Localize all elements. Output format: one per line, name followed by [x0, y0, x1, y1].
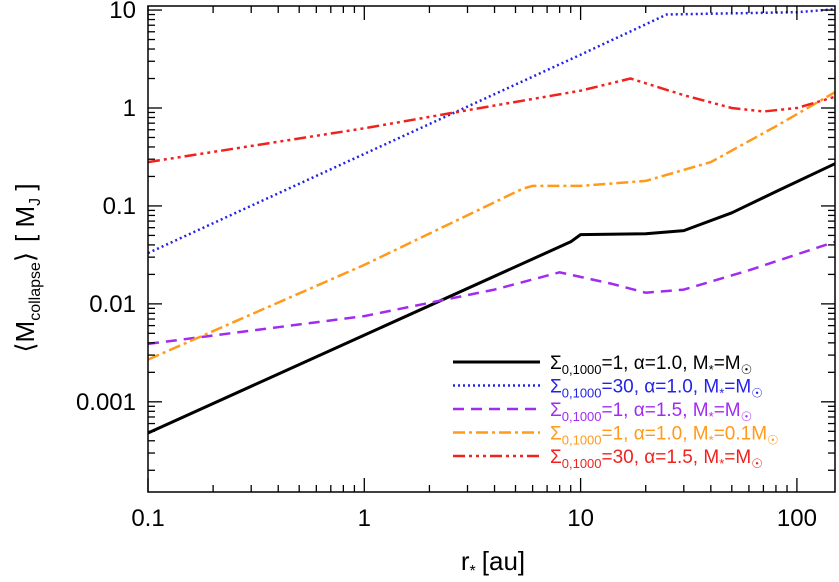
legend-label: Σ0,1000=1, α=1.0, M*=0.1M☉: [550, 424, 779, 448]
y-tick-label: 1: [123, 95, 136, 122]
series-line-2: [147, 7, 836, 255]
series-line-3: [147, 240, 836, 346]
x-tick-label: 0.1: [131, 505, 164, 532]
axes-layer: 0.1 1 10 100 0.001 0.01 0.1 1 10: [76, 0, 836, 532]
series-line-4: [147, 91, 836, 361]
y-tick-label: 10: [109, 0, 136, 24]
x-axis-title-unit: [au]: [482, 546, 525, 576]
x-tick-label: 100: [777, 505, 817, 532]
x-tick-label: 1: [358, 505, 371, 532]
x-tick-label: 10: [567, 505, 594, 532]
y-tick-label: 0.1: [103, 193, 136, 220]
legend-label: Σ0,1000=1, α=1.0, M*=M☉: [550, 353, 752, 377]
y-axis-title-unit-sub: J: [27, 198, 44, 206]
y-axis-title: ⟨Mcollapse⟩ [ MJ ]: [10, 183, 44, 352]
y-axis-title-unit-open: [ M: [10, 206, 40, 242]
y-tick-label: 0.001: [76, 389, 136, 416]
y-axis-title-unit-close: ]: [10, 183, 40, 197]
legend: Σ0,1000=1, α=1.0, M*=M☉Σ0,1000=30, α=1.0…: [453, 353, 779, 471]
y-axis-title-sub: collapse: [27, 262, 44, 321]
x-axis-title-sub: *: [470, 563, 476, 580]
legend-label: Σ0,1000=30, α=1.0, M*=M☉: [550, 377, 763, 401]
x-axis-title: r* [au]: [461, 546, 525, 580]
series-layer: [147, 7, 836, 435]
legend-label: Σ0,1000=1, α=1.5, M*=M☉: [550, 400, 752, 424]
legend-label: Σ0,1000=30, α=1.5, M*=M☉: [550, 447, 763, 471]
y-axis-title-open: ⟨M: [10, 321, 40, 353]
y-axis-title-close: ⟩: [10, 252, 40, 262]
y-tick-label: 0.01: [89, 291, 136, 318]
axes-frame: [147, 5, 836, 493]
x-axis-title-symbol: r: [461, 546, 470, 576]
series-line-1: [147, 162, 836, 435]
